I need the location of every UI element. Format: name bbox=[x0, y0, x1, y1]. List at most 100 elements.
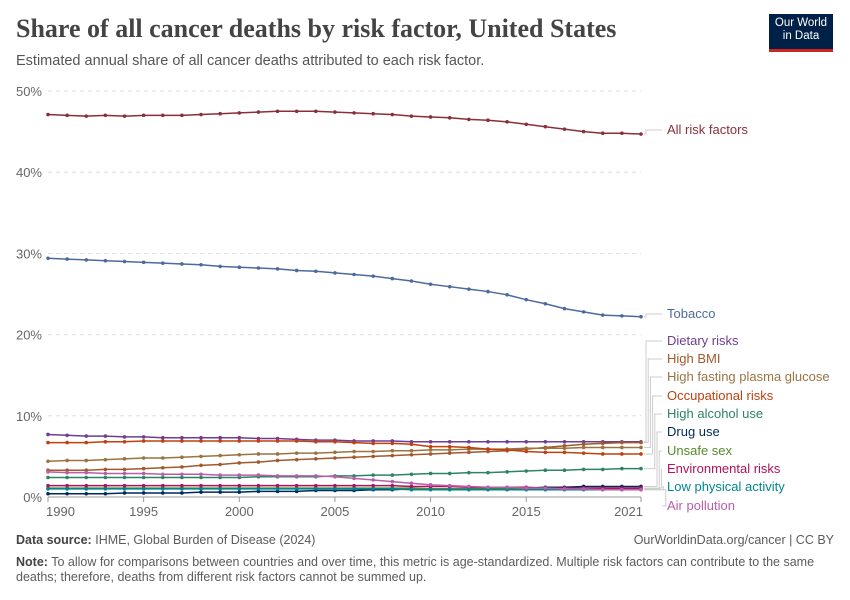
data-point bbox=[103, 258, 108, 263]
series-line-all-risk-factors bbox=[47, 110, 642, 135]
data-point bbox=[199, 435, 203, 440]
data-point bbox=[486, 485, 490, 490]
data-point bbox=[103, 471, 108, 476]
data-point bbox=[65, 257, 69, 261]
data-point bbox=[371, 111, 375, 116]
y-tick-label: 50% bbox=[16, 84, 42, 99]
data-point bbox=[428, 439, 433, 444]
data-point bbox=[371, 483, 375, 488]
data-point bbox=[505, 485, 509, 490]
x-tick-label: 2005 bbox=[320, 504, 349, 519]
data-point bbox=[199, 487, 203, 491]
data-point bbox=[314, 109, 318, 114]
data-point bbox=[160, 113, 165, 118]
data-point bbox=[84, 470, 89, 475]
series-line-dietary-risks bbox=[47, 433, 641, 443]
data-point bbox=[467, 445, 471, 450]
legend-label: Dietary risks bbox=[667, 333, 739, 348]
data-point bbox=[352, 272, 356, 277]
data-point bbox=[65, 491, 69, 496]
data-point bbox=[160, 465, 165, 470]
data-point bbox=[639, 440, 643, 445]
data-point bbox=[237, 487, 242, 491]
data-point bbox=[352, 440, 356, 445]
data-point bbox=[103, 434, 108, 438]
data-point bbox=[639, 314, 643, 319]
data-point bbox=[256, 487, 261, 491]
data-point bbox=[256, 452, 261, 456]
data-point bbox=[122, 439, 127, 444]
series-line-high-fasting-plasma-glucose bbox=[47, 446, 641, 463]
data-point bbox=[428, 471, 433, 476]
data-point bbox=[103, 439, 108, 444]
data-point bbox=[141, 113, 146, 118]
data-point bbox=[371, 454, 375, 459]
data-point bbox=[122, 471, 127, 476]
data-point bbox=[180, 475, 184, 480]
data-point bbox=[84, 440, 89, 445]
owid-logo[interactable]: Our World in Data bbox=[769, 14, 833, 52]
data-point bbox=[180, 262, 184, 266]
data-point bbox=[218, 111, 222, 116]
legend-label: Air pollution bbox=[667, 498, 735, 513]
data-point bbox=[218, 483, 222, 488]
data-point bbox=[122, 491, 127, 495]
legend-label: Occupational risks bbox=[667, 388, 774, 403]
data-point bbox=[371, 449, 375, 454]
data-point bbox=[103, 487, 108, 491]
data-point bbox=[237, 490, 242, 494]
data-point bbox=[46, 491, 50, 496]
data-point bbox=[486, 439, 490, 444]
data-point bbox=[447, 448, 452, 452]
data-point bbox=[409, 448, 414, 453]
data-point bbox=[84, 258, 89, 262]
data-point bbox=[467, 117, 471, 122]
data-point bbox=[122, 483, 127, 488]
data-point bbox=[65, 483, 69, 488]
data-point bbox=[275, 267, 280, 271]
data-point bbox=[428, 115, 433, 119]
data-point bbox=[65, 458, 69, 463]
data-point bbox=[562, 487, 567, 491]
chart-subtitle: Estimated annual share of all cancer dea… bbox=[16, 53, 485, 69]
data-point bbox=[428, 448, 433, 452]
data-point bbox=[333, 271, 337, 275]
data-point bbox=[46, 483, 50, 488]
data-point bbox=[103, 457, 108, 462]
data-point bbox=[524, 446, 529, 451]
data-point bbox=[314, 483, 318, 488]
data-point bbox=[275, 458, 280, 463]
data-point bbox=[505, 120, 509, 124]
data-point bbox=[447, 483, 452, 488]
data-point bbox=[562, 450, 567, 455]
note: To allow for comparisons between countri… bbox=[16, 555, 815, 584]
source-url[interactable]: OurWorldinData.org/cancer | CC BY bbox=[633, 533, 834, 547]
data-point bbox=[467, 287, 471, 291]
data-point bbox=[562, 127, 567, 131]
data-point bbox=[160, 456, 165, 460]
data-point bbox=[314, 451, 318, 455]
legend-connector bbox=[644, 450, 662, 490]
legend-label: Low physical activity bbox=[667, 479, 785, 494]
data-point bbox=[65, 433, 69, 438]
data-point bbox=[65, 470, 69, 475]
data-point bbox=[390, 276, 395, 281]
data-point bbox=[237, 461, 242, 465]
data-point bbox=[639, 132, 643, 136]
data-point bbox=[447, 115, 452, 120]
data-point bbox=[160, 483, 165, 488]
data-point bbox=[333, 456, 337, 460]
data-point bbox=[103, 483, 108, 488]
data-point bbox=[237, 452, 242, 457]
legend-connector bbox=[644, 340, 662, 443]
data-point bbox=[333, 474, 337, 479]
data-point bbox=[581, 467, 586, 472]
data-point bbox=[543, 486, 548, 490]
data-point bbox=[600, 445, 605, 450]
data-point bbox=[371, 473, 375, 477]
data-point bbox=[256, 460, 261, 464]
legend-label: High alcohol use bbox=[667, 406, 763, 421]
data-point bbox=[180, 439, 184, 443]
data-point bbox=[46, 470, 50, 474]
data-point bbox=[352, 476, 356, 481]
